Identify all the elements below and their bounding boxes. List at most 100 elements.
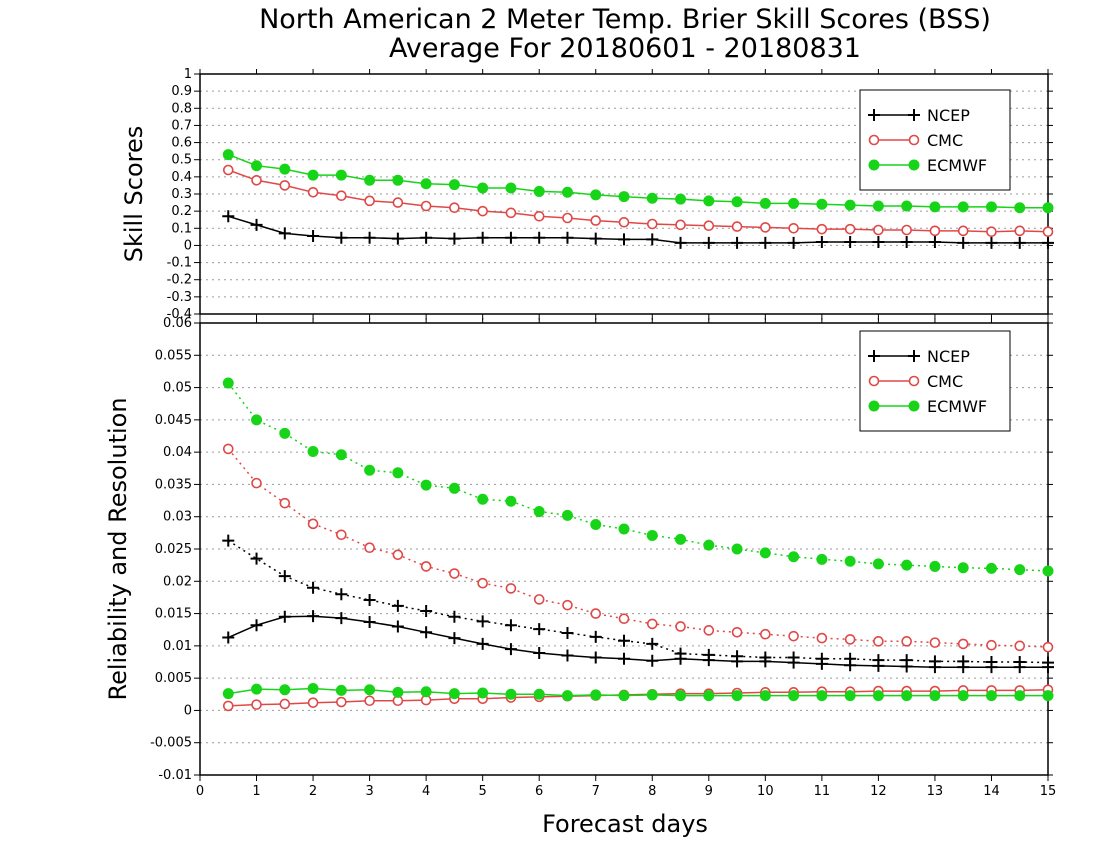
legend-label-ncep: NCEP — [927, 106, 970, 125]
data-point — [279, 180, 291, 191]
data-point — [731, 236, 744, 249]
y-axis-label: Reliability and Resolution — [104, 397, 132, 700]
data-point — [222, 700, 234, 712]
legend-marker — [868, 109, 880, 121]
data-point — [448, 632, 461, 645]
data-point — [335, 169, 347, 181]
chart-panels: -0.4 -0.3 -0.2 -0.1 0 0.1 0.2 0.3 0.4 0.5 0.6 0.7 0.… — [104, 67, 1056, 799]
data-point — [533, 594, 545, 605]
data-point — [646, 218, 658, 230]
data-point — [815, 236, 828, 248]
y-tick-label: 0.025 — [155, 542, 192, 557]
y-tick-label: 0.01 — [163, 639, 192, 654]
data-point — [872, 659, 885, 672]
x-tick-label: 6 — [535, 784, 543, 799]
data-point — [788, 690, 800, 702]
data-point — [816, 690, 828, 702]
data-point — [307, 445, 319, 457]
x-tick-label: 12 — [870, 784, 887, 799]
data-point — [1014, 225, 1026, 237]
data-point — [477, 182, 489, 194]
data-point — [364, 174, 376, 186]
data-point — [760, 628, 771, 640]
data-point — [505, 688, 517, 700]
data-point — [561, 649, 574, 662]
data-point — [449, 202, 460, 214]
data-point — [674, 236, 687, 249]
data-point — [279, 163, 291, 175]
data-point — [731, 655, 744, 668]
data-point — [957, 661, 970, 674]
data-point — [759, 236, 772, 249]
legend-label-ncep: NCEP — [927, 347, 970, 366]
data-point — [646, 192, 658, 204]
x-tick-label: 7 — [592, 784, 600, 799]
data-point — [448, 688, 460, 700]
data-point — [561, 626, 574, 639]
y-tick-label: 0 — [184, 703, 192, 718]
data-point — [844, 236, 857, 248]
y-tick-label: 0.9 — [171, 84, 192, 99]
data-point — [901, 224, 912, 236]
data-point — [278, 610, 291, 623]
data-point — [505, 182, 517, 194]
legend-marker — [908, 159, 920, 171]
data-point — [420, 561, 432, 572]
data-point — [504, 231, 517, 244]
data-point — [844, 634, 856, 645]
data-point — [702, 654, 715, 667]
series-ecmwf-dotted — [222, 377, 1054, 577]
data-point — [618, 191, 630, 203]
data-point — [985, 690, 997, 702]
data-point — [250, 218, 263, 231]
data-point — [618, 613, 630, 625]
x-tick-label: 11 — [814, 784, 831, 799]
chart-title: North American 2 Meter Temp. Brier Skill… — [259, 4, 991, 35]
data-point — [363, 594, 376, 607]
series-ncep-solid — [222, 610, 1054, 674]
y-tick-label: -0.4 — [167, 307, 192, 322]
data-point — [731, 196, 743, 208]
series-cmc-solid — [222, 684, 1054, 712]
data-point — [901, 559, 913, 571]
data-point — [900, 236, 913, 248]
data-point — [703, 690, 715, 702]
data-point — [250, 619, 263, 632]
y-tick-label: 0.06 — [163, 316, 192, 331]
panel-2: -0.01 -0.005 0 0.005 0.01 0.015 0.02 0.025 0.03 0… — [104, 316, 1056, 799]
data-point — [675, 690, 687, 702]
data-point — [307, 697, 319, 708]
data-point — [759, 690, 771, 702]
data-point — [307, 610, 320, 623]
data-point — [1014, 640, 1026, 652]
data-point — [787, 236, 800, 249]
y-tick-label: 0 — [184, 238, 192, 253]
legend-marker — [868, 159, 880, 171]
data-point — [1042, 565, 1054, 577]
x-tick-label: 2 — [309, 784, 317, 799]
data-point — [505, 583, 517, 594]
data-point — [562, 212, 573, 224]
x-tick-label: 9 — [705, 784, 713, 799]
y-tick-label: -0.005 — [150, 736, 192, 751]
data-point — [477, 687, 489, 699]
data-point — [787, 656, 800, 669]
data-point — [392, 686, 404, 698]
data-point — [505, 495, 517, 507]
data-point — [420, 200, 432, 212]
data-point — [646, 689, 658, 701]
data-point — [646, 637, 659, 650]
data-point — [844, 659, 857, 672]
plot-frame — [199, 322, 1049, 776]
data-point — [391, 232, 404, 245]
data-point — [1042, 641, 1054, 653]
data-point — [392, 197, 404, 208]
data-point — [1042, 236, 1054, 249]
series-line — [228, 687, 1048, 697]
data-point — [703, 625, 715, 636]
y-tick-label: 0.03 — [163, 510, 192, 525]
data-point — [928, 236, 941, 248]
data-point — [307, 518, 319, 530]
data-point — [618, 652, 630, 665]
legend-marker — [908, 375, 920, 387]
